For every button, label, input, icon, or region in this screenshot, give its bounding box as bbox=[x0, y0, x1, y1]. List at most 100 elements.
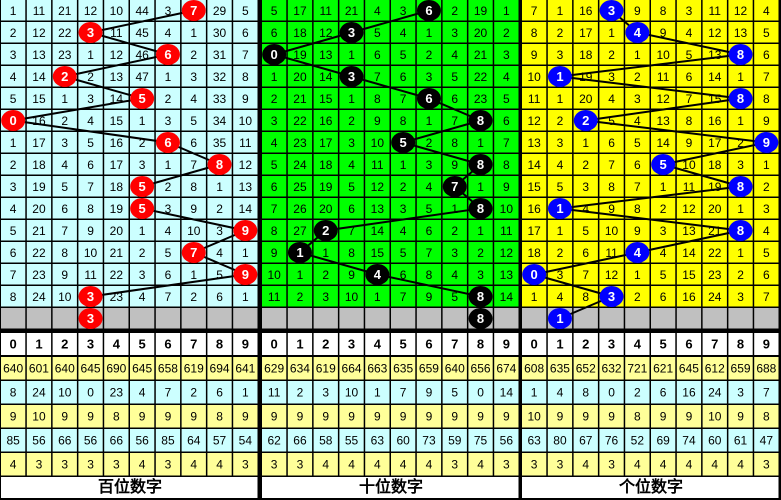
grid-cell bbox=[494, 176, 519, 197]
cell-value: 3 bbox=[451, 246, 458, 260]
stat-cell bbox=[52, 453, 77, 476]
number-ball bbox=[233, 220, 258, 241]
grid-cell bbox=[207, 44, 232, 65]
cell-value: 5 bbox=[557, 180, 564, 194]
cell-value: 2 bbox=[322, 268, 329, 282]
ball-digit: 8 bbox=[737, 91, 744, 106]
stat-cell bbox=[339, 453, 364, 476]
stat-value: 1 bbox=[374, 386, 381, 400]
cell-value: 3 bbox=[426, 158, 433, 172]
header-digit: 4 bbox=[634, 337, 642, 352]
cell-value: 12 bbox=[656, 92, 670, 106]
stat-cell bbox=[1, 357, 26, 380]
grid-cell bbox=[313, 44, 338, 65]
stat-cell bbox=[262, 429, 287, 452]
cell-value: 1 bbox=[165, 70, 172, 84]
cell-value: 6 bbox=[374, 48, 381, 62]
grid-cell bbox=[130, 220, 155, 241]
stat-value: 9 bbox=[297, 410, 304, 424]
grid-cell bbox=[625, 66, 650, 87]
cell-value: 7 bbox=[582, 268, 589, 282]
header-digit: 0 bbox=[10, 337, 17, 352]
cell-value: 2 bbox=[503, 26, 510, 40]
stat-value: 3 bbox=[608, 458, 615, 472]
grid-cell bbox=[287, 66, 313, 87]
grid-cell bbox=[287, 88, 313, 109]
grid-cell bbox=[313, 198, 338, 219]
cell-value: 4 bbox=[165, 224, 172, 238]
grid-cell bbox=[599, 132, 624, 153]
stat-value: 9 bbox=[400, 410, 407, 424]
cell-value: 8 bbox=[582, 290, 589, 304]
grid-cell bbox=[181, 286, 206, 307]
grid-cell bbox=[52, 22, 77, 43]
cell-value: 4 bbox=[763, 4, 770, 18]
cell-value: 18 bbox=[319, 158, 333, 172]
grid-cell bbox=[494, 242, 519, 263]
stat-cell bbox=[1, 453, 26, 476]
cell-value: 13 bbox=[32, 48, 46, 62]
cell-value: 2 bbox=[87, 70, 94, 84]
stat-cell bbox=[702, 453, 727, 476]
stat-cell bbox=[522, 357, 547, 380]
grid-cell bbox=[262, 0, 287, 21]
cell-value: 2 bbox=[61, 114, 68, 128]
header-cell bbox=[52, 333, 77, 355]
header-digit: 4 bbox=[374, 337, 382, 352]
cell-value: 20 bbox=[579, 92, 593, 106]
cell-value: 12 bbox=[319, 26, 333, 40]
grid-cell bbox=[702, 154, 727, 175]
stat-value: 690 bbox=[106, 362, 126, 376]
grid-cell bbox=[754, 154, 779, 175]
stat-cell bbox=[339, 429, 364, 452]
grid-cell bbox=[339, 198, 364, 219]
cell-value: 8 bbox=[451, 136, 458, 150]
header-digit: 2 bbox=[322, 337, 329, 352]
panel-label: 十位数字 bbox=[359, 477, 423, 496]
cell-value: 22 bbox=[708, 246, 722, 260]
cell-value: 11 bbox=[33, 4, 46, 18]
grid-cell bbox=[130, 154, 155, 175]
cell-value: 18 bbox=[110, 180, 124, 194]
stat-value: 664 bbox=[342, 362, 362, 376]
grid-cell bbox=[754, 308, 779, 329]
grid-cell bbox=[494, 220, 519, 241]
grid-cell bbox=[391, 176, 416, 197]
grid-cell bbox=[494, 264, 519, 285]
cell-value: 12 bbox=[708, 26, 722, 40]
number-ball bbox=[625, 242, 650, 263]
cell-value: 3 bbox=[763, 202, 770, 216]
stat-cell bbox=[494, 405, 519, 428]
ball-digit: 6 bbox=[164, 135, 171, 150]
cell-value: 7 bbox=[763, 290, 770, 304]
cell-value: 22 bbox=[110, 268, 124, 282]
grid-cell bbox=[339, 132, 364, 153]
stat-value: 5 bbox=[451, 386, 458, 400]
cell-value: 2 bbox=[10, 26, 17, 40]
grid-cell bbox=[339, 154, 364, 175]
stat-value: 8 bbox=[10, 386, 17, 400]
cell-value: 47 bbox=[135, 70, 149, 84]
cell-value: 12 bbox=[500, 246, 514, 260]
cell-value: 7 bbox=[271, 202, 278, 216]
grid-cell bbox=[573, 308, 598, 329]
cell-value: 22 bbox=[293, 114, 307, 128]
cell-value: 7 bbox=[686, 92, 693, 106]
cell-value: 17 bbox=[293, 4, 307, 18]
ball-digit: 3 bbox=[87, 311, 94, 326]
stat-cell bbox=[104, 429, 129, 452]
grid-cell bbox=[728, 22, 753, 43]
cell-value: 9 bbox=[660, 26, 667, 40]
stat-value: 634 bbox=[290, 362, 310, 376]
cell-value: 20 bbox=[110, 224, 124, 238]
cell-value: 8 bbox=[10, 290, 17, 304]
cell-value: 24 bbox=[293, 158, 307, 172]
grid-cell bbox=[494, 132, 519, 153]
cell-value: 6 bbox=[348, 202, 355, 216]
footer-cell bbox=[522, 477, 779, 498]
cell-value: 5 bbox=[763, 246, 770, 260]
stat-cell bbox=[262, 405, 287, 428]
cell-value: 7 bbox=[400, 290, 407, 304]
cell-value: 4 bbox=[10, 202, 17, 216]
grid-cell bbox=[651, 88, 676, 109]
